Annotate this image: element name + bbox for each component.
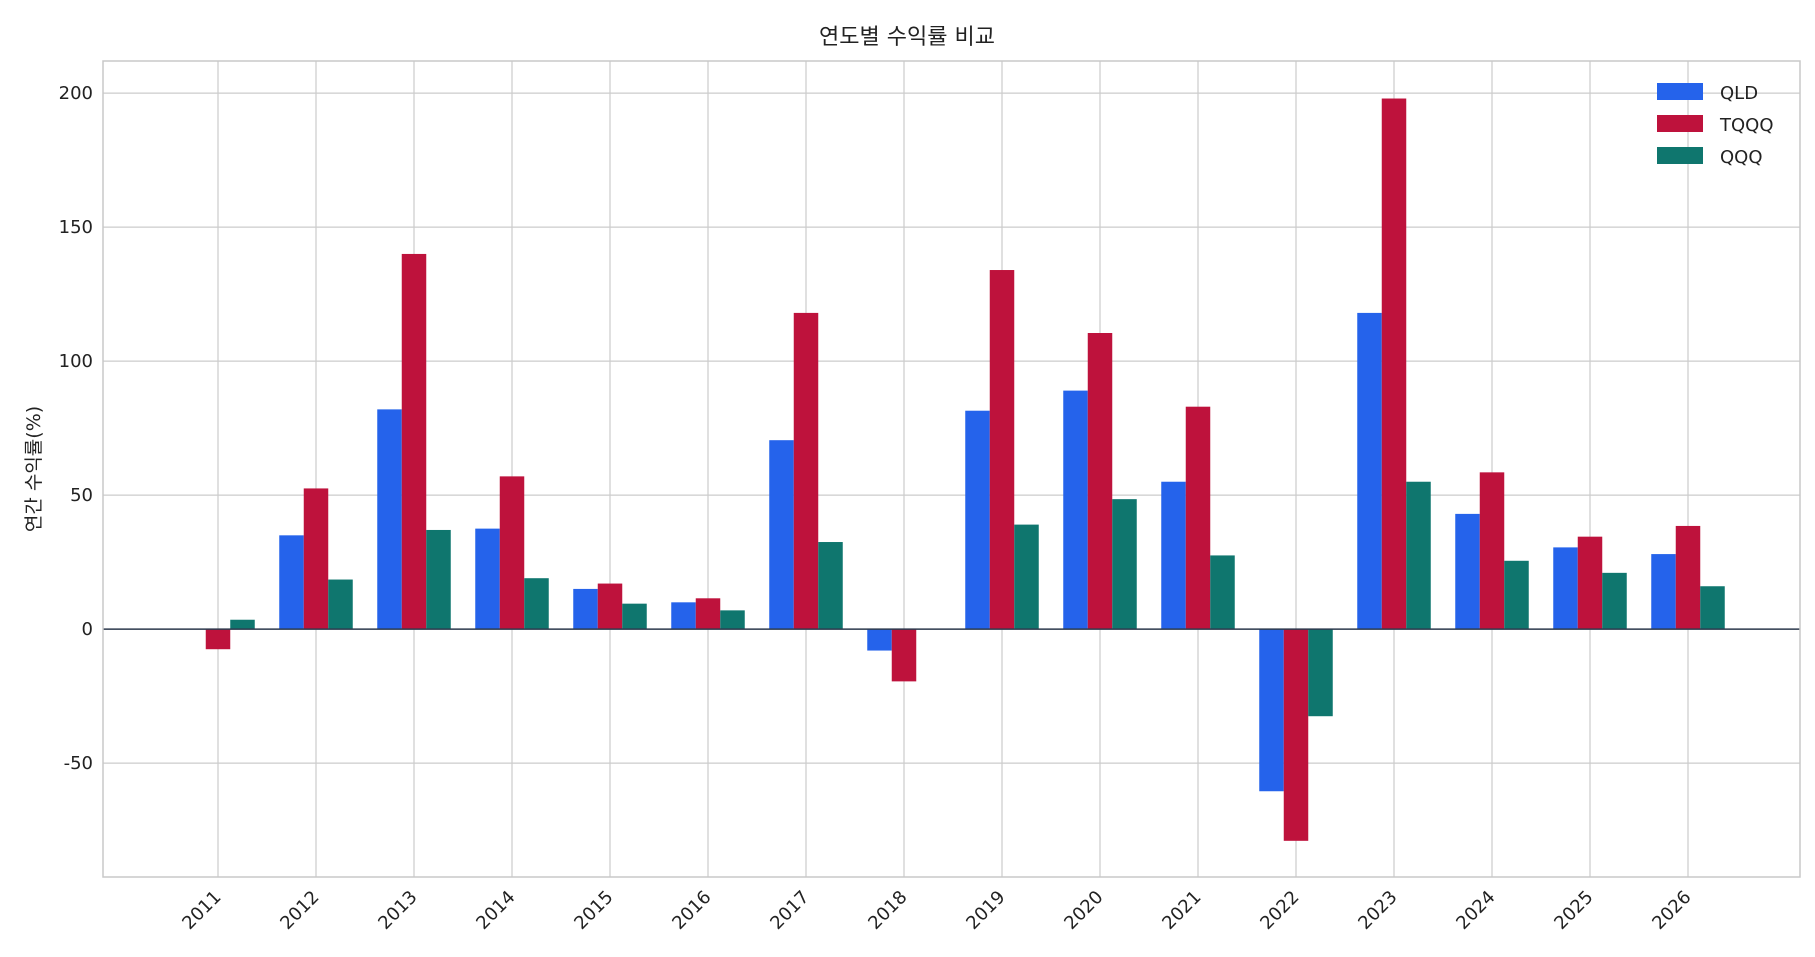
legend-label: TQQQ <box>1719 115 1774 136</box>
legend-label: QLD <box>1720 83 1758 104</box>
bars <box>205 98 1725 841</box>
x-tick-label: 2018 <box>864 887 911 934</box>
bar-qqq <box>818 542 843 630</box>
bar-qqq <box>720 610 745 630</box>
bar-tqqq <box>1479 472 1505 630</box>
x-tick-label: 2025 <box>1550 887 1597 934</box>
bar-qqq <box>328 579 353 630</box>
bar-qld <box>475 528 500 630</box>
bar-qqq <box>426 529 451 630</box>
x-tick-label: 2013 <box>374 887 421 934</box>
bar-tqqq <box>205 629 231 650</box>
bar-qqq <box>1602 572 1627 630</box>
bar-qld <box>1357 312 1382 630</box>
plot-frame <box>102 60 1801 878</box>
bar-qld <box>377 409 402 630</box>
bar-qqq <box>1014 524 1039 630</box>
x-tick-label: 2012 <box>276 887 323 934</box>
bar-tqqq <box>303 488 329 630</box>
bar-tqqq <box>989 270 1015 630</box>
x-tick-label: 2026 <box>1648 887 1695 934</box>
x-tick-label: 2014 <box>472 887 519 934</box>
bar-qld <box>1259 629 1284 792</box>
legend: QLD TQQQ QQQ <box>1657 83 1774 168</box>
legend-swatch <box>1657 115 1703 132</box>
x-tick-label: 2016 <box>668 887 715 934</box>
bar-qld <box>769 440 794 630</box>
bar-qqq <box>622 603 647 630</box>
bar-qld <box>965 410 990 630</box>
bar-qqq <box>1210 555 1235 630</box>
bar-tqqq <box>891 629 917 682</box>
bar-qld <box>1651 554 1676 630</box>
bar-tqqq <box>597 583 623 630</box>
legend-swatch <box>1657 147 1703 164</box>
bar-tqqq <box>1577 536 1603 630</box>
bar-qqq <box>1406 481 1431 630</box>
x-tick-label: 2022 <box>1256 887 1303 934</box>
bar-tqqq <box>1283 629 1309 841</box>
bar-tqqq <box>499 476 525 630</box>
x-tick-label: 2019 <box>962 887 1009 934</box>
chart-title: 연도별 수익률 비교 <box>819 25 995 50</box>
bar-qqq <box>524 578 549 630</box>
bar-qld <box>671 602 696 630</box>
bar-tqqq <box>1087 333 1113 630</box>
x-axis-ticks: 2011 2012 2013 2014 2015 2016 2017 2018 2019 2020… <box>178 887 1695 934</box>
x-tick-label: 2011 <box>178 887 225 934</box>
y-tick-label: 50 <box>70 485 93 506</box>
x-tick-label: 2021 <box>1158 887 1205 934</box>
x-tick-label: 2020 <box>1060 887 1107 934</box>
x-tick-label: 2023 <box>1354 887 1401 934</box>
y-tick-label: 100 <box>59 351 93 372</box>
bar-tqqq <box>1185 406 1211 630</box>
bar-qqq <box>230 619 255 630</box>
y-tick-label: 0 <box>82 619 93 640</box>
x-tick-label: 2017 <box>766 887 813 934</box>
bar-qld <box>1455 513 1480 630</box>
bar-tqqq <box>695 598 721 630</box>
bar-qqq <box>1112 499 1137 630</box>
y-axis-ticks: -50 0 50 100 150 200 <box>59 83 93 774</box>
bar-tqqq <box>1675 525 1701 630</box>
y-tick-label: -50 <box>64 753 93 774</box>
bar-qld <box>1553 547 1578 630</box>
bar-qqq <box>1504 560 1529 630</box>
y-tick-label: 200 <box>59 83 93 104</box>
legend-label: QQQ <box>1720 147 1763 168</box>
bar-qld <box>1063 390 1088 630</box>
bar-tqqq <box>1381 98 1407 630</box>
bar-tqqq <box>793 312 819 630</box>
grid <box>103 61 1800 877</box>
bar-qqq <box>1700 586 1725 630</box>
y-axis-label: 연간 수익률(%) <box>23 406 45 532</box>
bar-qld <box>867 629 892 651</box>
bar-tqqq <box>401 253 427 630</box>
bar-qld <box>279 535 304 630</box>
bar-qld <box>573 588 598 630</box>
bar-qqq <box>1308 629 1333 717</box>
legend-swatch <box>1657 83 1703 100</box>
bar-qld <box>1161 481 1186 630</box>
x-tick-label: 2015 <box>570 887 617 934</box>
x-tick-label: 2024 <box>1452 887 1499 934</box>
y-tick-label: 150 <box>59 217 93 238</box>
